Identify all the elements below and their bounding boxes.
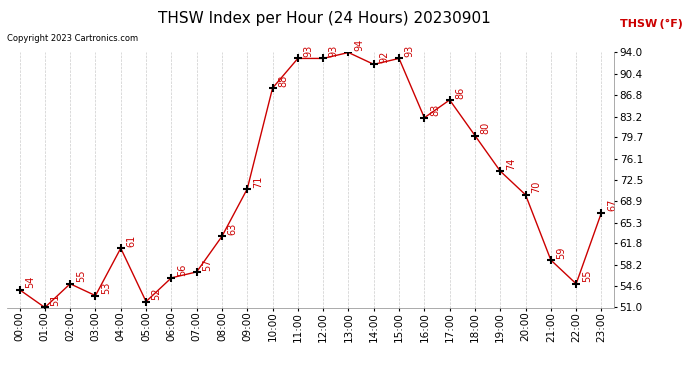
- Text: 93: 93: [404, 45, 415, 57]
- Text: 88: 88: [278, 75, 288, 87]
- Text: THSW Index per Hour (24 Hours) 20230901: THSW Index per Hour (24 Hours) 20230901: [158, 11, 491, 26]
- Text: 93: 93: [328, 45, 339, 57]
- Text: 59: 59: [556, 246, 566, 259]
- Text: 52: 52: [152, 288, 161, 300]
- Text: 67: 67: [607, 199, 617, 211]
- Text: 92: 92: [380, 51, 389, 63]
- Text: 94: 94: [354, 39, 364, 51]
- Text: 55: 55: [582, 270, 592, 282]
- Text: 63: 63: [228, 223, 237, 235]
- Text: 70: 70: [531, 181, 541, 194]
- Text: 53: 53: [101, 282, 111, 294]
- Text: 74: 74: [506, 158, 516, 170]
- Text: 57: 57: [202, 258, 213, 270]
- Text: 93: 93: [304, 45, 313, 57]
- Text: Copyright 2023 Cartronics.com: Copyright 2023 Cartronics.com: [7, 34, 138, 43]
- Text: 56: 56: [177, 264, 187, 276]
- Text: 71: 71: [253, 175, 263, 188]
- Text: 54: 54: [25, 276, 35, 288]
- Text: 86: 86: [455, 86, 465, 99]
- Text: 80: 80: [480, 122, 491, 134]
- Text: THSW (°F): THSW (°F): [620, 20, 683, 29]
- Text: 51: 51: [50, 294, 61, 306]
- Text: 83: 83: [430, 104, 440, 116]
- Text: 55: 55: [76, 270, 86, 282]
- Text: 61: 61: [126, 234, 137, 247]
